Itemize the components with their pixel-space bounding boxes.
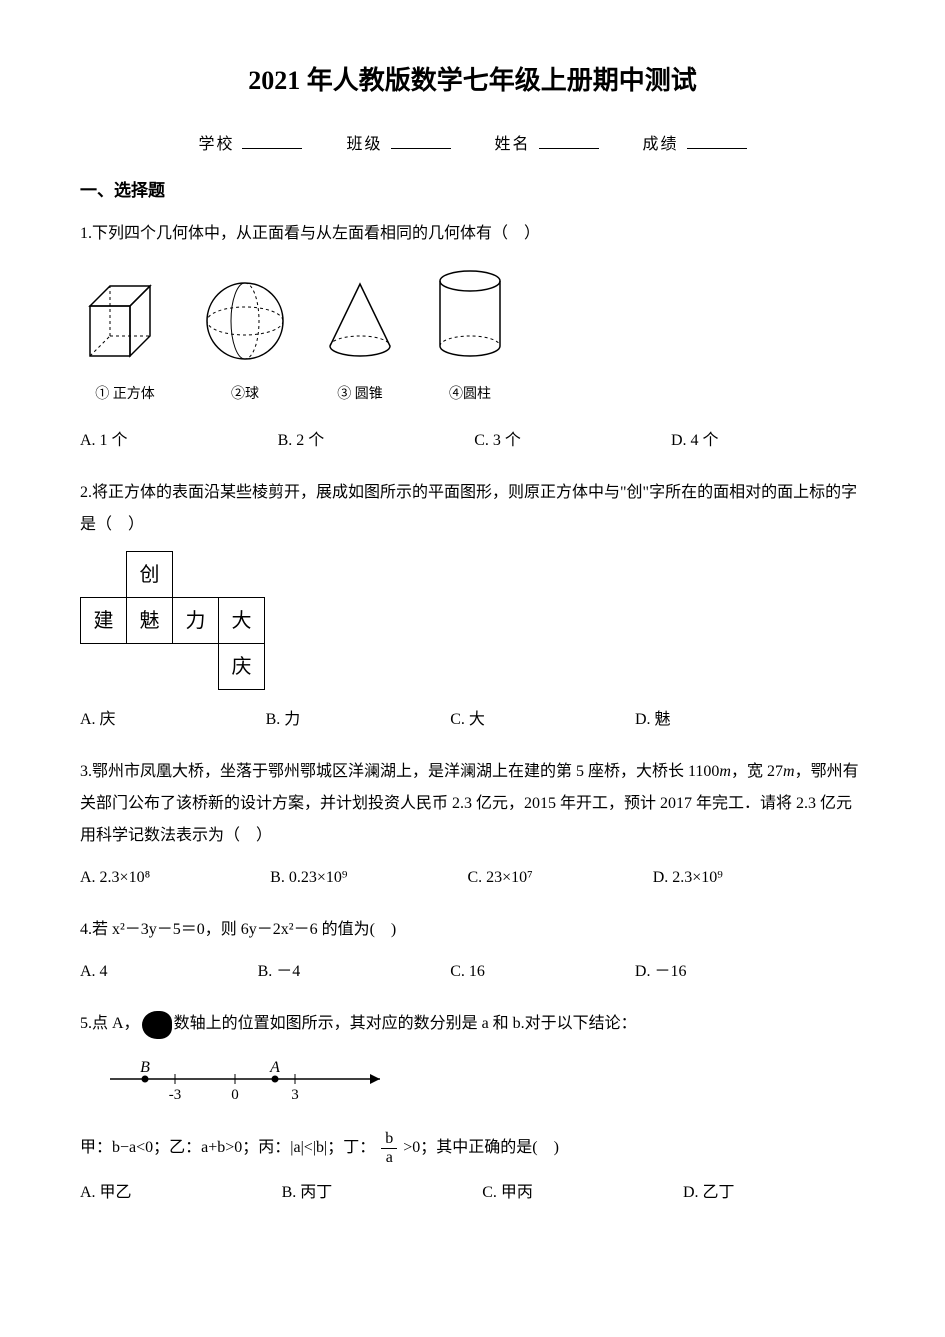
question-3: 3.鄂州市凤凰大桥，坐落于鄂州鄂城区洋澜湖上，是洋澜湖上在建的第 5 座桥，大桥… [80, 756, 865, 894]
redaction-icon [142, 1011, 172, 1039]
q4-text: 4.若 x²－3y－5＝0，则 6y－2x²－6 的值为( ) [80, 914, 865, 946]
name-label: 姓名 [495, 132, 531, 148]
q1-opt-a: A. 1 个 [80, 425, 128, 457]
q3-opt-c: C. 23×10⁷ [467, 862, 532, 894]
q2-opt-d: D. 魅 [635, 704, 671, 736]
svg-text:0: 0 [231, 1087, 239, 1103]
q5-text-after: 数轴上的位置如图所示，其对应的数分别是 a 和 b.对于以下结论： [174, 1015, 637, 1032]
q1-options: A. 1 个 B. 2 个 C. 3 个 D. 4 个 [80, 425, 865, 457]
net-cell-li: 力 [173, 598, 219, 644]
school-label: 学校 [198, 132, 234, 148]
q5-options: A. 甲乙 B. 丙丁 C. 甲丙 D. 乙丁 [80, 1177, 865, 1209]
q1-text: 1.下列四个几何体中，从正面看与从左面看相同的几何体有（ ） [80, 218, 865, 250]
q5-number-line: B -3 0 A 3 [100, 1054, 865, 1116]
q1-opt-b: B. 2 个 [278, 425, 325, 457]
question-4: 4.若 x²－3y－5＝0，则 6y－2x²－6 的值为( ) A. 4 B. … [80, 914, 865, 988]
svg-text:A: A [269, 1059, 280, 1076]
question-1: 1.下列四个几何体中，从正面看与从左面看相同的几何体有（ ） ① 正方体 ②球 [80, 218, 865, 457]
q5-stmt-before: 甲：b−a<0；乙：a+b>0；丙：|a|<|b|；丁： [80, 1139, 375, 1156]
q1-opt-c: C. 3 个 [474, 425, 521, 457]
score-label: 成绩 [643, 132, 679, 148]
shape-cylinder-label: ④圆柱 [430, 381, 510, 409]
q3-text: 3.鄂州市凤凰大桥，坐落于鄂州鄂城区洋澜湖上，是洋澜湖上在建的第 5 座桥，大桥… [80, 756, 865, 852]
q5-text-before: 5.点 A， [80, 1015, 140, 1032]
shape-sphere: ②球 [200, 276, 290, 409]
shape-cube: ① 正方体 [80, 276, 170, 409]
q5-opt-b: B. 丙丁 [282, 1177, 333, 1209]
score-blank [687, 133, 747, 149]
class-label: 班级 [346, 132, 382, 148]
q1-figures: ① 正方体 ②球 ③ 圆锥 [80, 266, 865, 409]
net-cell-da: 大 [219, 598, 265, 644]
q3-opt-d: D. 2.3×10⁹ [653, 862, 723, 894]
q5-opt-d: D. 乙丁 [683, 1177, 735, 1209]
section-heading: 一、选择题 [80, 177, 865, 204]
net-cell-chuang: 创 [127, 552, 173, 598]
question-2: 2.将正方体的表面沿某些棱剪开，展成如图所示的平面图形，则原正方体中与"创"字所… [80, 477, 865, 736]
net-cell-mei: 魅 [127, 598, 173, 644]
svg-text:3: 3 [291, 1087, 299, 1103]
q5-text: 5.点 A， 数轴上的位置如图所示，其对应的数分别是 a 和 b.对于以下结论： [80, 1008, 865, 1040]
shape-cone-label: ③ 圆锥 [320, 381, 400, 409]
q2-opt-a: A. 庆 [80, 704, 116, 736]
q4-opt-a: A. 4 [80, 956, 108, 988]
q3-unit2: m [783, 763, 795, 780]
q2-net-figure: 创 建 魅 力 大 庆 [80, 551, 265, 690]
net-cell-qing: 庆 [219, 644, 265, 690]
shape-cylinder: ④圆柱 [430, 266, 510, 409]
q3-opt-a: A. 2.3×10⁸ [80, 862, 150, 894]
shape-cube-label: ① 正方体 [80, 381, 170, 409]
q2-opt-c: C. 大 [450, 704, 485, 736]
fraction-b-over-a: b a [381, 1130, 397, 1166]
q4-opt-b: B. －4 [258, 956, 301, 988]
q5-opt-c: C. 甲丙 [482, 1177, 533, 1209]
question-5: 5.点 A，数轴上的位置如图所示，其对应的数分别是 a 和 b.对于以下结论： … [80, 1008, 865, 1208]
name-blank [539, 133, 599, 149]
school-blank [242, 133, 302, 149]
frac-numerator: b [381, 1130, 397, 1149]
q5-stmt-after: >0；其中正确的是( ) [403, 1139, 559, 1156]
q5-statements: 甲：b−a<0；乙：a+b>0；丙：|a|<|b|；丁： b a >0；其中正确… [80, 1130, 865, 1166]
exam-title: 2021 年人教版数学七年级上册期中测试 [80, 60, 865, 102]
student-info-line: 学校 班级 姓名 成绩 [80, 132, 865, 158]
q4-opt-c: C. 16 [450, 956, 485, 988]
q3-options: A. 2.3×10⁸ B. 0.23×10⁹ C. 23×10⁷ D. 2.3×… [80, 862, 865, 894]
q4-options: A. 4 B. －4 C. 16 D. －16 [80, 956, 865, 988]
class-blank [391, 133, 451, 149]
frac-denominator: a [381, 1149, 397, 1167]
q3-unit1: m [719, 763, 731, 780]
q3-text-part1: 3.鄂州市凤凰大桥，坐落于鄂州鄂城区洋澜湖上，是洋澜湖上在建的第 5 座桥，大桥… [80, 763, 719, 780]
svg-text:B: B [140, 1059, 150, 1076]
q3-opt-b: B. 0.23×10⁹ [270, 862, 347, 894]
net-cell-jian: 建 [81, 598, 127, 644]
q1-opt-d: D. 4 个 [671, 425, 719, 457]
shape-sphere-label: ②球 [200, 381, 290, 409]
q4-opt-d: D. －16 [635, 956, 687, 988]
q5-opt-a: A. 甲乙 [80, 1177, 132, 1209]
q2-opt-b: B. 力 [266, 704, 301, 736]
q3-text-part2: ，宽 27 [731, 763, 783, 780]
q2-options: A. 庆 B. 力 C. 大 D. 魅 [80, 704, 865, 736]
shape-cone: ③ 圆锥 [320, 276, 400, 409]
q2-text: 2.将正方体的表面沿某些棱剪开，展成如图所示的平面图形，则原正方体中与"创"字所… [80, 477, 865, 541]
svg-text:-3: -3 [169, 1087, 182, 1103]
